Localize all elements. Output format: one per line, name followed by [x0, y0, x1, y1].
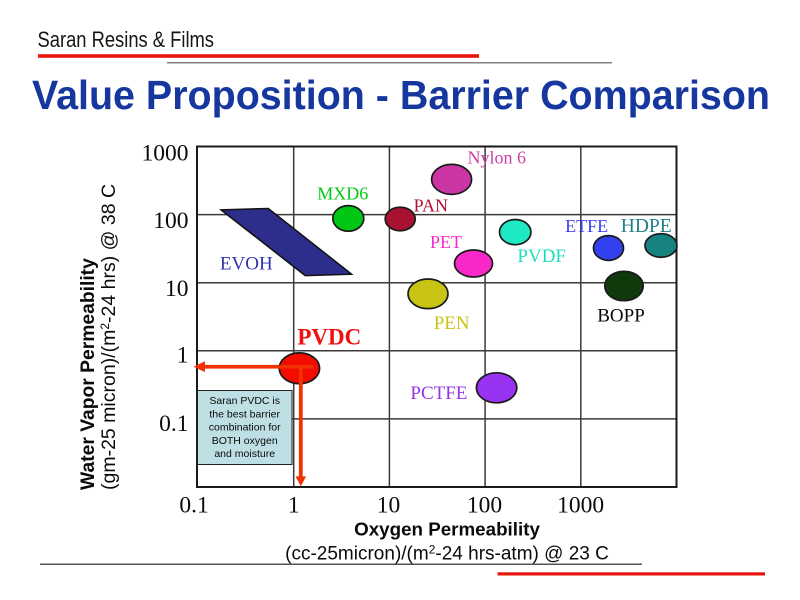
- svg-text:(gm-25 micron)/(m2-24 hrs) @ 3: (gm-25 micron)/(m2-24 hrs) @ 38 C: [98, 184, 120, 490]
- svg-text:100: 100: [153, 208, 188, 234]
- svg-text:Nylon 6: Nylon 6: [468, 148, 527, 168]
- svg-text:PCTFE: PCTFE: [410, 383, 467, 404]
- svg-text:Water Vapor Permeability: Water Vapor Permeability: [78, 258, 99, 490]
- svg-text:HDPE: HDPE: [621, 216, 672, 237]
- svg-text:100: 100: [467, 493, 502, 519]
- svg-text:Saran PVDC is: Saran PVDC is: [209, 395, 280, 407]
- svg-text:EVOH: EVOH: [220, 253, 273, 274]
- svg-text:1: 1: [177, 343, 189, 369]
- svg-text:ETFE: ETFE: [565, 216, 608, 236]
- svg-text:PVDF: PVDF: [517, 246, 566, 267]
- svg-text:PEN: PEN: [434, 313, 470, 334]
- svg-text:combination for: combination for: [209, 422, 281, 434]
- svg-text:BOTH oxygen: BOTH oxygen: [212, 435, 278, 447]
- svg-text:1000: 1000: [557, 493, 604, 519]
- svg-text:BOPP: BOPP: [597, 306, 645, 327]
- svg-text:Oxygen Permeability: Oxygen Permeability: [354, 519, 540, 540]
- svg-text:PAN: PAN: [414, 196, 448, 216]
- svg-text:1000: 1000: [142, 141, 189, 167]
- svg-text:10: 10: [377, 493, 401, 519]
- svg-text:Saran Resins & Films: Saran Resins & Films: [38, 27, 215, 52]
- svg-text:PVDC: PVDC: [297, 325, 361, 350]
- svg-text:(cc-25micron)/(m2-24 hrs-atm): (cc-25micron)/(m2-24 hrs-atm) @ 23 C: [285, 543, 609, 565]
- svg-text:PET: PET: [430, 232, 462, 252]
- svg-text:MXD6: MXD6: [317, 184, 368, 204]
- svg-text:1: 1: [288, 493, 300, 519]
- svg-text:10: 10: [165, 276, 189, 302]
- svg-text:0.1: 0.1: [159, 411, 188, 437]
- svg-text:0.1: 0.1: [179, 493, 208, 519]
- svg-text:Value Proposition - Barrier Co: Value Proposition - Barrier Comparison: [32, 72, 770, 118]
- svg-text:and moisture: and moisture: [214, 448, 275, 460]
- svg-text:the best barrier: the best barrier: [209, 408, 280, 420]
